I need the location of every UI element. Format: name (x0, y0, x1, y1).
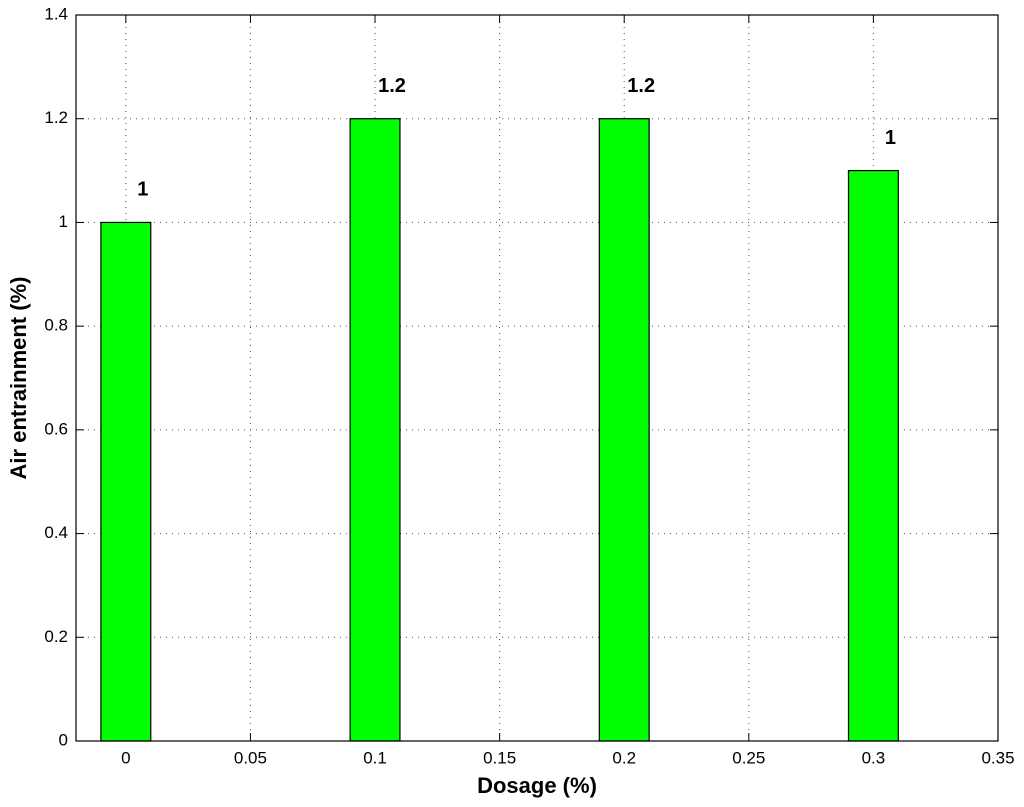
plot-frame (75, 14, 999, 742)
bar (598, 118, 650, 742)
y-tick-label: 0 (59, 730, 68, 749)
y-tick-label: 0.8 (44, 316, 68, 335)
y-axis-label: Air entrainment (%) (6, 277, 31, 480)
x-tick-label: 0 (121, 748, 130, 767)
x-tick-label: 0.3 (862, 748, 886, 767)
bar (100, 221, 152, 742)
x-tick-label: 0.25 (732, 748, 765, 767)
y-tick-label: 0.4 (44, 523, 68, 542)
x-tick-label: 0.2 (612, 748, 636, 767)
data-label: 1.2 (627, 75, 655, 97)
data-label: 1.2 (378, 75, 406, 97)
data-label: 1 (885, 127, 896, 149)
bar (349, 118, 401, 742)
y-tick-label: 1.2 (44, 108, 68, 127)
x-tick-label: 0.35 (981, 748, 1014, 767)
x-axis-label: Dosage (%) (477, 773, 597, 798)
y-tick-label: 0.6 (44, 419, 68, 438)
y-tick-label: 1.4 (44, 4, 68, 23)
x-tick-label: 0.15 (483, 748, 516, 767)
y-tick-label: 0.2 (44, 627, 68, 646)
y-tick-label: 1 (59, 212, 68, 231)
x-tick-label: 0.1 (363, 748, 387, 767)
bar (847, 169, 899, 742)
data-label: 1 (137, 179, 148, 201)
x-tick-label: 0.05 (234, 748, 267, 767)
